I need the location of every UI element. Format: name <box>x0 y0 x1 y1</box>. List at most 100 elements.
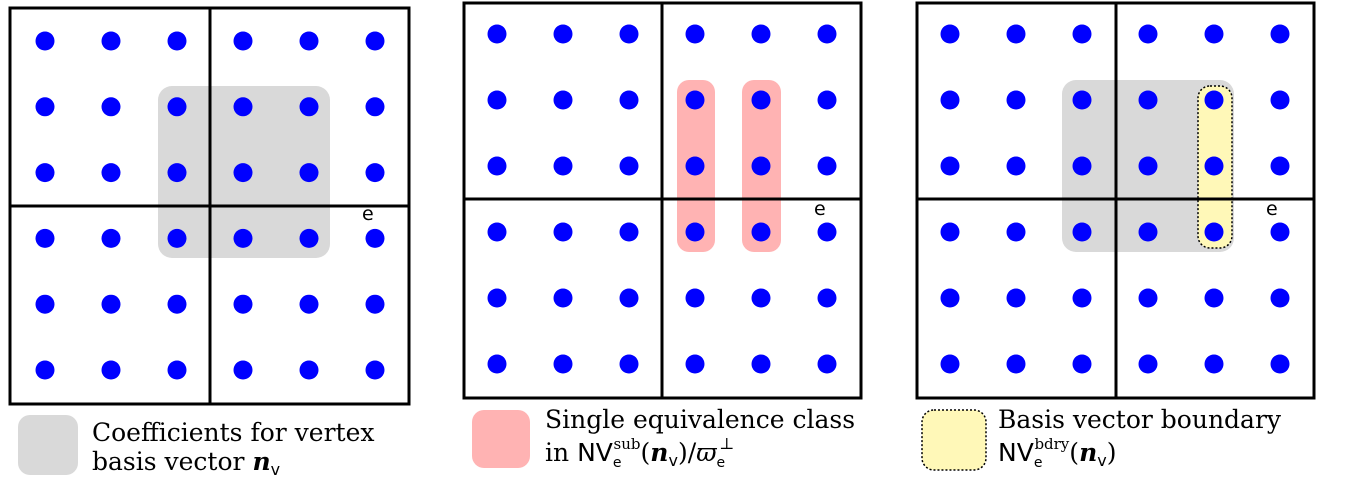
dot <box>553 354 573 374</box>
dot <box>1138 288 1158 308</box>
dot <box>167 31 187 51</box>
subscript: v <box>668 451 677 470</box>
legend-text: basis vector nv <box>92 447 280 479</box>
set: NV <box>577 438 613 467</box>
dot <box>1138 156 1158 176</box>
dot <box>1072 288 1092 308</box>
dot <box>233 294 253 314</box>
dot <box>487 156 507 176</box>
dot <box>1072 24 1092 44</box>
legend-swatch <box>18 415 78 475</box>
dot <box>1006 354 1026 374</box>
dot <box>101 294 121 314</box>
dot <box>685 354 705 374</box>
dot <box>1006 222 1026 242</box>
vector: n <box>650 438 668 467</box>
dot <box>1204 156 1224 176</box>
dot <box>233 360 253 380</box>
superscript: bdry <box>1034 435 1069 453</box>
dot <box>751 156 771 176</box>
dot <box>1204 90 1224 110</box>
dot <box>365 228 385 248</box>
dot <box>619 24 639 44</box>
dot <box>685 156 705 176</box>
dot <box>1204 354 1224 374</box>
dot <box>487 90 507 110</box>
dot <box>1072 222 1092 242</box>
grid-frames <box>8 1 1316 406</box>
dot <box>1270 222 1290 242</box>
dot <box>940 24 960 44</box>
dot <box>1072 90 1092 110</box>
dot <box>553 288 573 308</box>
dot <box>299 97 319 117</box>
dot <box>1270 24 1290 44</box>
dot <box>817 24 837 44</box>
dot <box>751 288 771 308</box>
dot <box>619 222 639 242</box>
edge-label: e <box>362 203 374 225</box>
dot <box>751 222 771 242</box>
dot <box>167 228 187 248</box>
dot <box>1204 288 1224 308</box>
dot <box>817 354 837 374</box>
text: )/ <box>678 438 697 467</box>
dot <box>1270 90 1290 110</box>
legend-text: in NVesub(nv)/ϖe⊥ <box>545 434 734 471</box>
dot <box>101 163 121 183</box>
dot <box>299 294 319 314</box>
superscript: ⊥ <box>719 434 734 453</box>
dot <box>1072 354 1092 374</box>
dot <box>1138 24 1158 44</box>
superscript: sub <box>614 435 641 453</box>
dot <box>1270 156 1290 176</box>
dot <box>35 294 55 314</box>
dot <box>1138 90 1158 110</box>
dot <box>685 288 705 308</box>
set: NV <box>998 438 1034 467</box>
subscript: e <box>717 455 726 471</box>
dot <box>487 288 507 308</box>
dot <box>685 222 705 242</box>
dot <box>101 97 121 117</box>
dot <box>940 354 960 374</box>
dot <box>35 228 55 248</box>
dot <box>1006 24 1026 44</box>
text: ) <box>1107 438 1117 467</box>
subscript: v <box>1097 451 1106 470</box>
dot <box>487 222 507 242</box>
text: ( <box>1069 438 1079 467</box>
dot <box>233 163 253 183</box>
text: basis vector <box>92 447 245 476</box>
dot <box>167 360 187 380</box>
varpi: ϖ <box>696 438 717 467</box>
dot <box>365 294 385 314</box>
dot <box>101 360 121 380</box>
legend-swatch <box>921 409 987 471</box>
legend-text: Coefficients for vertex <box>92 418 374 447</box>
subscript: e <box>1034 455 1043 471</box>
dot <box>1270 354 1290 374</box>
dot <box>365 360 385 380</box>
dot <box>1270 288 1290 308</box>
dot <box>167 294 187 314</box>
legend-text: NVe bdry(nv) <box>998 435 1116 471</box>
dot <box>751 90 771 110</box>
dot <box>619 90 639 110</box>
legend-swatch <box>472 410 530 468</box>
dot <box>1006 156 1026 176</box>
dot <box>817 222 837 242</box>
dot <box>751 354 771 374</box>
dot <box>299 31 319 51</box>
legend-text: Single equivalence class <box>545 405 855 434</box>
dot <box>299 228 319 248</box>
vector: n <box>252 447 270 476</box>
dot <box>619 156 639 176</box>
dot <box>35 97 55 117</box>
dot <box>685 90 705 110</box>
dot <box>817 156 837 176</box>
dot <box>1204 24 1224 44</box>
legend-text: Basis vector boundary <box>998 405 1282 434</box>
dot <box>553 156 573 176</box>
